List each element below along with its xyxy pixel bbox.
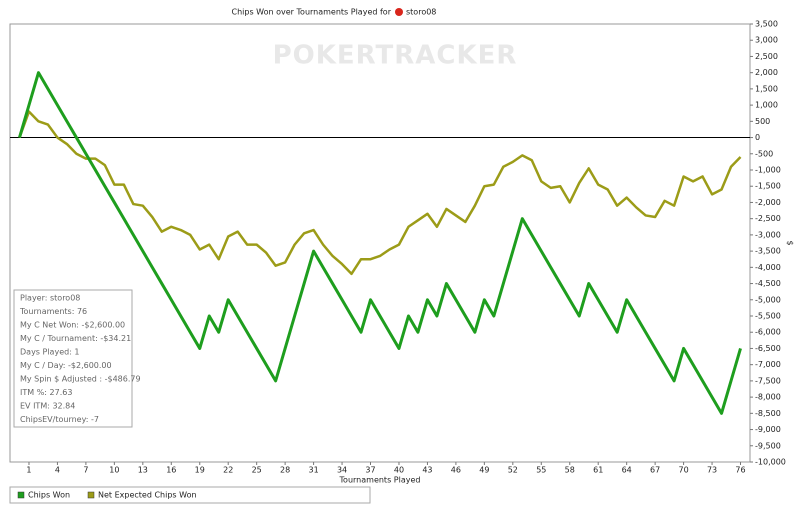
y-tick-label: -1,000 <box>755 166 781 175</box>
x-tick-label: 10 <box>109 466 119 475</box>
y-tick-label: 500 <box>755 117 770 126</box>
y-tick-label: -7,000 <box>755 360 781 369</box>
x-tick-label: 76 <box>735 466 745 475</box>
y-axis-label: $ <box>786 240 795 245</box>
title-player: storo08 <box>406 8 436 17</box>
x-tick-label: 58 <box>565 466 575 475</box>
y-tick-label: 2,000 <box>755 68 778 77</box>
y-tick-label: -10,000 <box>755 458 786 467</box>
stats-box <box>13 289 133 428</box>
x-tick-label: 1 <box>26 466 31 475</box>
x-tick-label: 25 <box>252 466 262 475</box>
legend-swatch <box>17 491 25 499</box>
x-tick-label: 49 <box>479 466 489 475</box>
x-tick-label: 46 <box>451 466 461 475</box>
stats-line: ChipsEV/tourney: -7 <box>20 415 99 424</box>
x-tick-label: 4 <box>55 466 60 475</box>
stats-line: My Spin $ Adjusted : -$486.79 <box>20 375 141 384</box>
x-tick-label: 40 <box>394 466 404 475</box>
x-tick-label: 55 <box>536 466 546 475</box>
y-tick-label: 1,500 <box>755 84 778 93</box>
stats-line: My C Net Won: -$2,600.00 <box>20 321 125 330</box>
y-tick-label: 2,500 <box>755 52 778 61</box>
y-tick-label: -2,000 <box>755 198 781 207</box>
x-tick-label: 22 <box>223 466 233 475</box>
y-tick-label: -5,000 <box>755 295 781 304</box>
y-tick-label: -2,500 <box>755 214 781 223</box>
y-tick-label: -6,500 <box>755 344 781 353</box>
y-tick-label: -5,500 <box>755 312 781 321</box>
legend-box <box>9 486 371 504</box>
y-tick-label: -4,000 <box>755 263 781 272</box>
y-tick-label: -9,500 <box>755 441 781 450</box>
y-tick-label: 1,000 <box>755 101 778 110</box>
y-tick-label: -8,500 <box>755 409 781 418</box>
x-tick-label: 34 <box>337 466 347 475</box>
x-tick-label: 13 <box>138 466 148 475</box>
y-tick-label: -500 <box>755 149 773 158</box>
plot-frame <box>9 23 751 463</box>
stats-line: Days Played: 1 <box>20 348 80 357</box>
series-line <box>18 71 742 415</box>
x-tick-label: 16 <box>166 466 176 475</box>
stats-line: ITM %: 27.63 <box>20 388 72 397</box>
x-tick-label: 70 <box>678 466 688 475</box>
y-tick-label: 3,500 <box>755 20 778 29</box>
x-tick-label: 64 <box>622 466 632 475</box>
x-tick-label: 28 <box>280 466 290 475</box>
x-tick-label: 37 <box>365 466 375 475</box>
x-tick-label: 19 <box>195 466 205 475</box>
y-tick-label: -1,500 <box>755 182 781 191</box>
stats-line: My C / Tournament: -$34.21 <box>20 334 131 343</box>
y-tick-label: -9,000 <box>755 425 781 434</box>
y-tick-label: -4,500 <box>755 279 781 288</box>
y-tick-label: -7,500 <box>755 376 781 385</box>
x-tick-label: 31 <box>308 466 318 475</box>
x-tick-label: 73 <box>707 466 717 475</box>
x-tick-label: 61 <box>593 466 603 475</box>
stats-line: Tournaments: 76 <box>19 307 87 316</box>
y-tick-label: 0 <box>755 133 760 142</box>
series-line <box>18 110 742 276</box>
chart-title: Chips Won over Tournaments Played for <box>232 8 392 17</box>
y-tick-label: -3,000 <box>755 230 781 239</box>
y-tick-label: -8,000 <box>755 393 781 402</box>
watermark: POKERTRACKER <box>273 41 518 71</box>
stats-line: Player: storo08 <box>20 294 80 303</box>
title-icon <box>395 8 403 16</box>
x-tick-label: 67 <box>650 466 660 475</box>
x-axis-label: Tournaments Played <box>339 476 421 485</box>
y-tick-label: 3,000 <box>755 36 778 45</box>
y-tick-label: -6,000 <box>755 328 781 337</box>
x-tick-label: 52 <box>508 466 518 475</box>
x-tick-label: 7 <box>83 466 88 475</box>
x-tick-label: 43 <box>422 466 432 475</box>
y-tick-label: -3,500 <box>755 247 781 256</box>
legend-label: Chips Won <box>28 491 70 500</box>
stats-line: EV ITM: 32.84 <box>20 402 75 411</box>
legend-label: Net Expected Chips Won <box>98 491 197 500</box>
legend-swatch <box>87 491 95 499</box>
stats-line: My C / Day: -$2,600.00 <box>20 361 112 370</box>
